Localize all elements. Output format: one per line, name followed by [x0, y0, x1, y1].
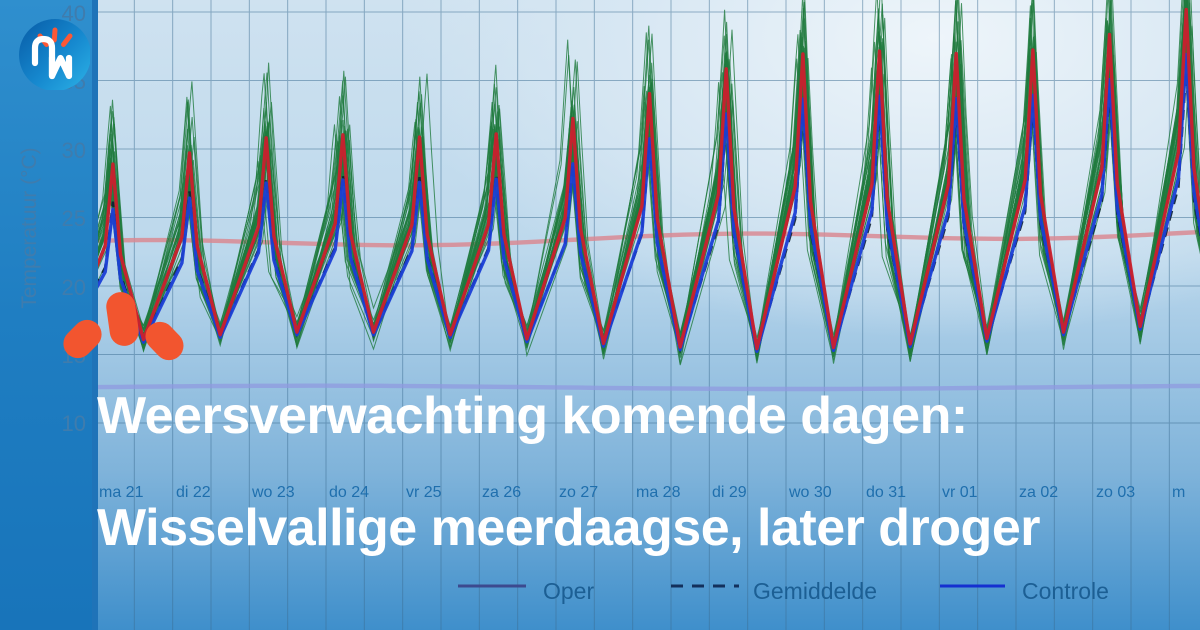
svg-text:Gemiddelde: Gemiddelde	[753, 578, 877, 604]
svg-text:Oper: Oper	[543, 578, 594, 604]
svg-text:Controle: Controle	[1022, 578, 1109, 604]
